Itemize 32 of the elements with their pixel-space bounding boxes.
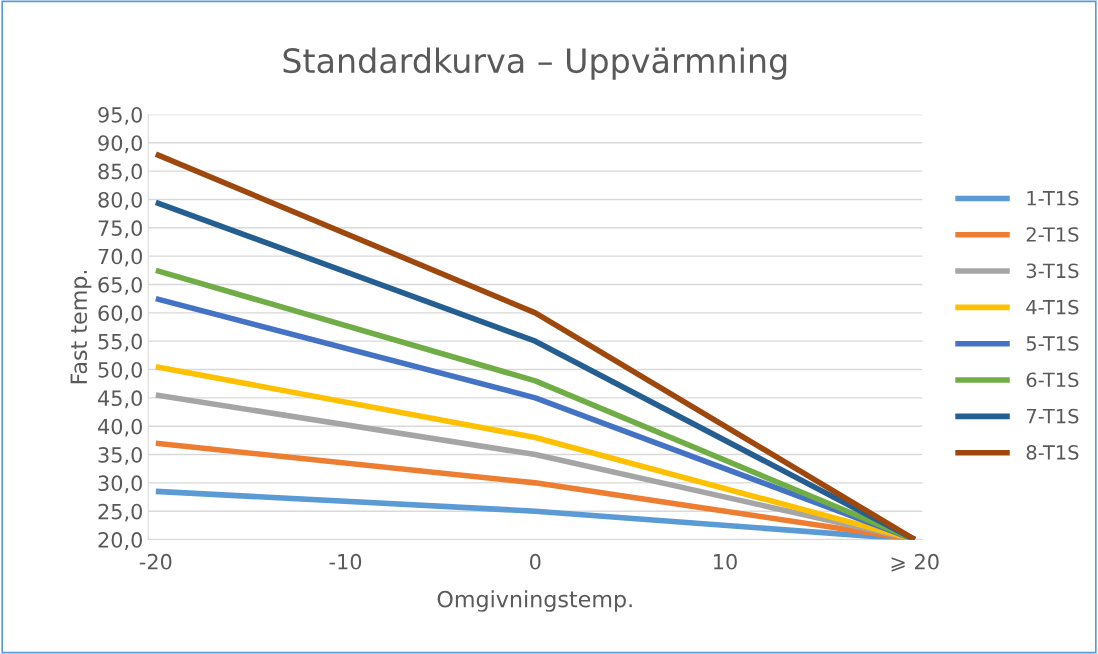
x-tick-label: 0 bbox=[530, 553, 541, 570]
y-tick-label: 45,0 bbox=[98, 390, 142, 409]
chart-title: Standardkurva – Uppvärmning bbox=[283, 47, 787, 80]
y-tick-label: 70,0 bbox=[98, 248, 142, 267]
y-tick-label: 95,0 bbox=[98, 106, 142, 125]
legend-label: 7-T1S bbox=[1026, 408, 1079, 424]
y-axis-title: Fast temp. bbox=[70, 270, 92, 384]
y-tick-label: 80,0 bbox=[98, 191, 142, 210]
y-tick-label: 90,0 bbox=[98, 135, 142, 154]
y-tick-label: 85,0 bbox=[98, 163, 142, 182]
y-tick-label: 65,0 bbox=[98, 276, 142, 295]
y-tick-label: 20,0 bbox=[98, 532, 142, 550]
x-axis-title: Omgivningstemp. bbox=[437, 590, 632, 612]
y-tick-label: 50,0 bbox=[98, 361, 142, 380]
legend-label: 5-T1S bbox=[1026, 336, 1079, 351]
x-tick-label: -10 bbox=[329, 553, 362, 570]
y-tick-label: 25,0 bbox=[98, 503, 142, 522]
y-tick-label: 30,0 bbox=[98, 475, 142, 494]
x-tick-label: 10 bbox=[714, 553, 737, 570]
y-tick-label: 60,0 bbox=[98, 305, 142, 324]
y-tick-label: 75,0 bbox=[98, 220, 142, 239]
x-tick-label: ⩾ 20 bbox=[891, 553, 939, 572]
legend-label: 4-T1S bbox=[1026, 299, 1079, 315]
x-tick-label: -20 bbox=[139, 553, 172, 570]
legend-label: 6-T1S bbox=[1026, 372, 1079, 388]
legend-label: 1-T1S bbox=[1027, 190, 1079, 206]
legend-label: 2-T1S bbox=[1026, 227, 1079, 242]
y-tick-label: 35,0 bbox=[98, 446, 142, 465]
y-tick-label: 40,0 bbox=[98, 418, 142, 437]
legend-label: 8-T1S bbox=[1026, 445, 1079, 460]
y-tick-label: 55,0 bbox=[98, 333, 142, 352]
legend-label: 3-T1S bbox=[1026, 263, 1079, 279]
